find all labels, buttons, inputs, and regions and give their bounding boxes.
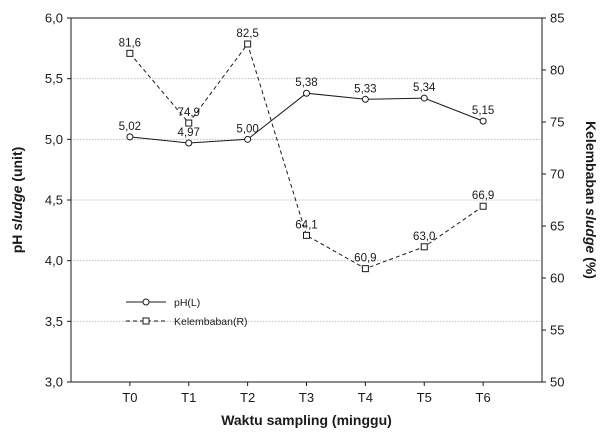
right-tick-label: 60 [550,271,564,286]
right-axis-title-suffix: (%) [583,253,599,279]
legend-label-ph: pH(L) [174,297,200,309]
x-axis-title: Waktu sampling (minggu) [221,412,392,428]
data-label-kelembaban-r: 66,9 [472,190,494,202]
data-point-kelembaban-r [244,40,252,48]
data-point-kelembaban-r [303,231,310,239]
left-tick-label: 3,5 [45,314,63,329]
x-tick-label: T4 [358,390,373,405]
right-tick-label: 50 [550,375,564,390]
data-point-ph-l [361,95,369,103]
right-tick-label: 80 [550,63,564,78]
left-tick-label: 4,0 [45,253,63,268]
data-point-ph-l [244,135,252,143]
left-axis-title: pH sludge (unit) [9,147,25,254]
left-tick-label: 6,0 [45,11,63,26]
x-tick-label: T0 [122,390,137,405]
data-point-ph-l [420,94,428,102]
legend: pH(L) Kelembaban(R) [126,297,248,328]
legend-marker-square [142,317,150,325]
data-point-ph-l [185,139,193,147]
right-axis-title-prefix: Kelembaban [583,121,599,208]
data-point-ph-l [303,89,310,97]
right-tick-label: 75 [550,115,564,130]
left-axis-title-suffix: (unit) [9,147,25,186]
data-point-kelembaban-r [361,265,369,273]
x-tick-label: T2 [240,390,255,405]
left-tick-label: 3,0 [45,375,63,390]
right-axis-ticks: 50 55 60 65 70 75 80 85 [542,11,564,390]
series-layer [126,40,487,273]
x-tick-label: T3 [299,390,314,405]
data-point-kelembaban-r [479,202,487,210]
right-axis-title: Kelembaban sludge (%) [583,121,599,279]
right-tick-label: 70 [550,167,564,182]
left-tick-label: 5,0 [45,132,63,147]
legend-marker-circle [142,298,150,306]
data-label-kelembaban-r: 63,0 [413,231,435,243]
data-label-ph-l: 5,02 [119,121,141,133]
x-tick-label: T6 [476,390,491,405]
x-tick-label: T1 [181,390,196,405]
data-label-kelembaban-r: 64,1 [295,219,317,231]
data-labels-layer: 5,02 4,97 5,00 5,38 5,33 5,34 5,15 81,6 74,9 82,5… [119,28,495,265]
left-axis-ticks: 3,0 3,5 4,0 4,5 5,0 5,5 6,0 [45,11,71,390]
left-tick-label: 4,5 [45,193,63,208]
data-point-kelembaban-r [185,119,193,127]
data-label-ph-l: 5,00 [236,123,258,135]
left-axis-title-italic: sludge [9,185,25,230]
data-label-ph-l: 5,34 [413,82,436,94]
data-point-ph-l [479,117,487,125]
data-point-kelembaban-r [420,243,428,251]
data-label-kelembaban-r: 74,9 [178,107,200,119]
data-label-kelembaban-r: 60,9 [354,253,376,265]
left-axis-title-prefix: pH [9,231,25,254]
x-axis-ticks: T0 T1 T2 T3 T4 T5 T6 [122,382,491,405]
legend-label-kelembaban: Kelembaban(R) [174,316,248,328]
data-point-ph-l [126,133,134,141]
x-tick-label: T5 [417,390,432,405]
data-label-ph-l: 4,97 [178,127,200,139]
data-point-kelembaban-r [126,49,134,57]
right-tick-label: 85 [550,11,564,26]
data-label-ph-l: 5,15 [472,105,494,117]
left-tick-label: 5,5 [45,71,63,86]
right-axis-title-italic: sludge [583,208,599,253]
data-label-kelembaban-r: 82,5 [236,28,258,40]
data-label-kelembaban-r: 81,6 [119,37,141,49]
data-label-ph-l: 5,33 [354,83,376,95]
right-tick-label: 65 [550,219,564,234]
right-tick-label: 55 [550,323,564,338]
data-label-ph-l: 5,38 [295,77,317,89]
